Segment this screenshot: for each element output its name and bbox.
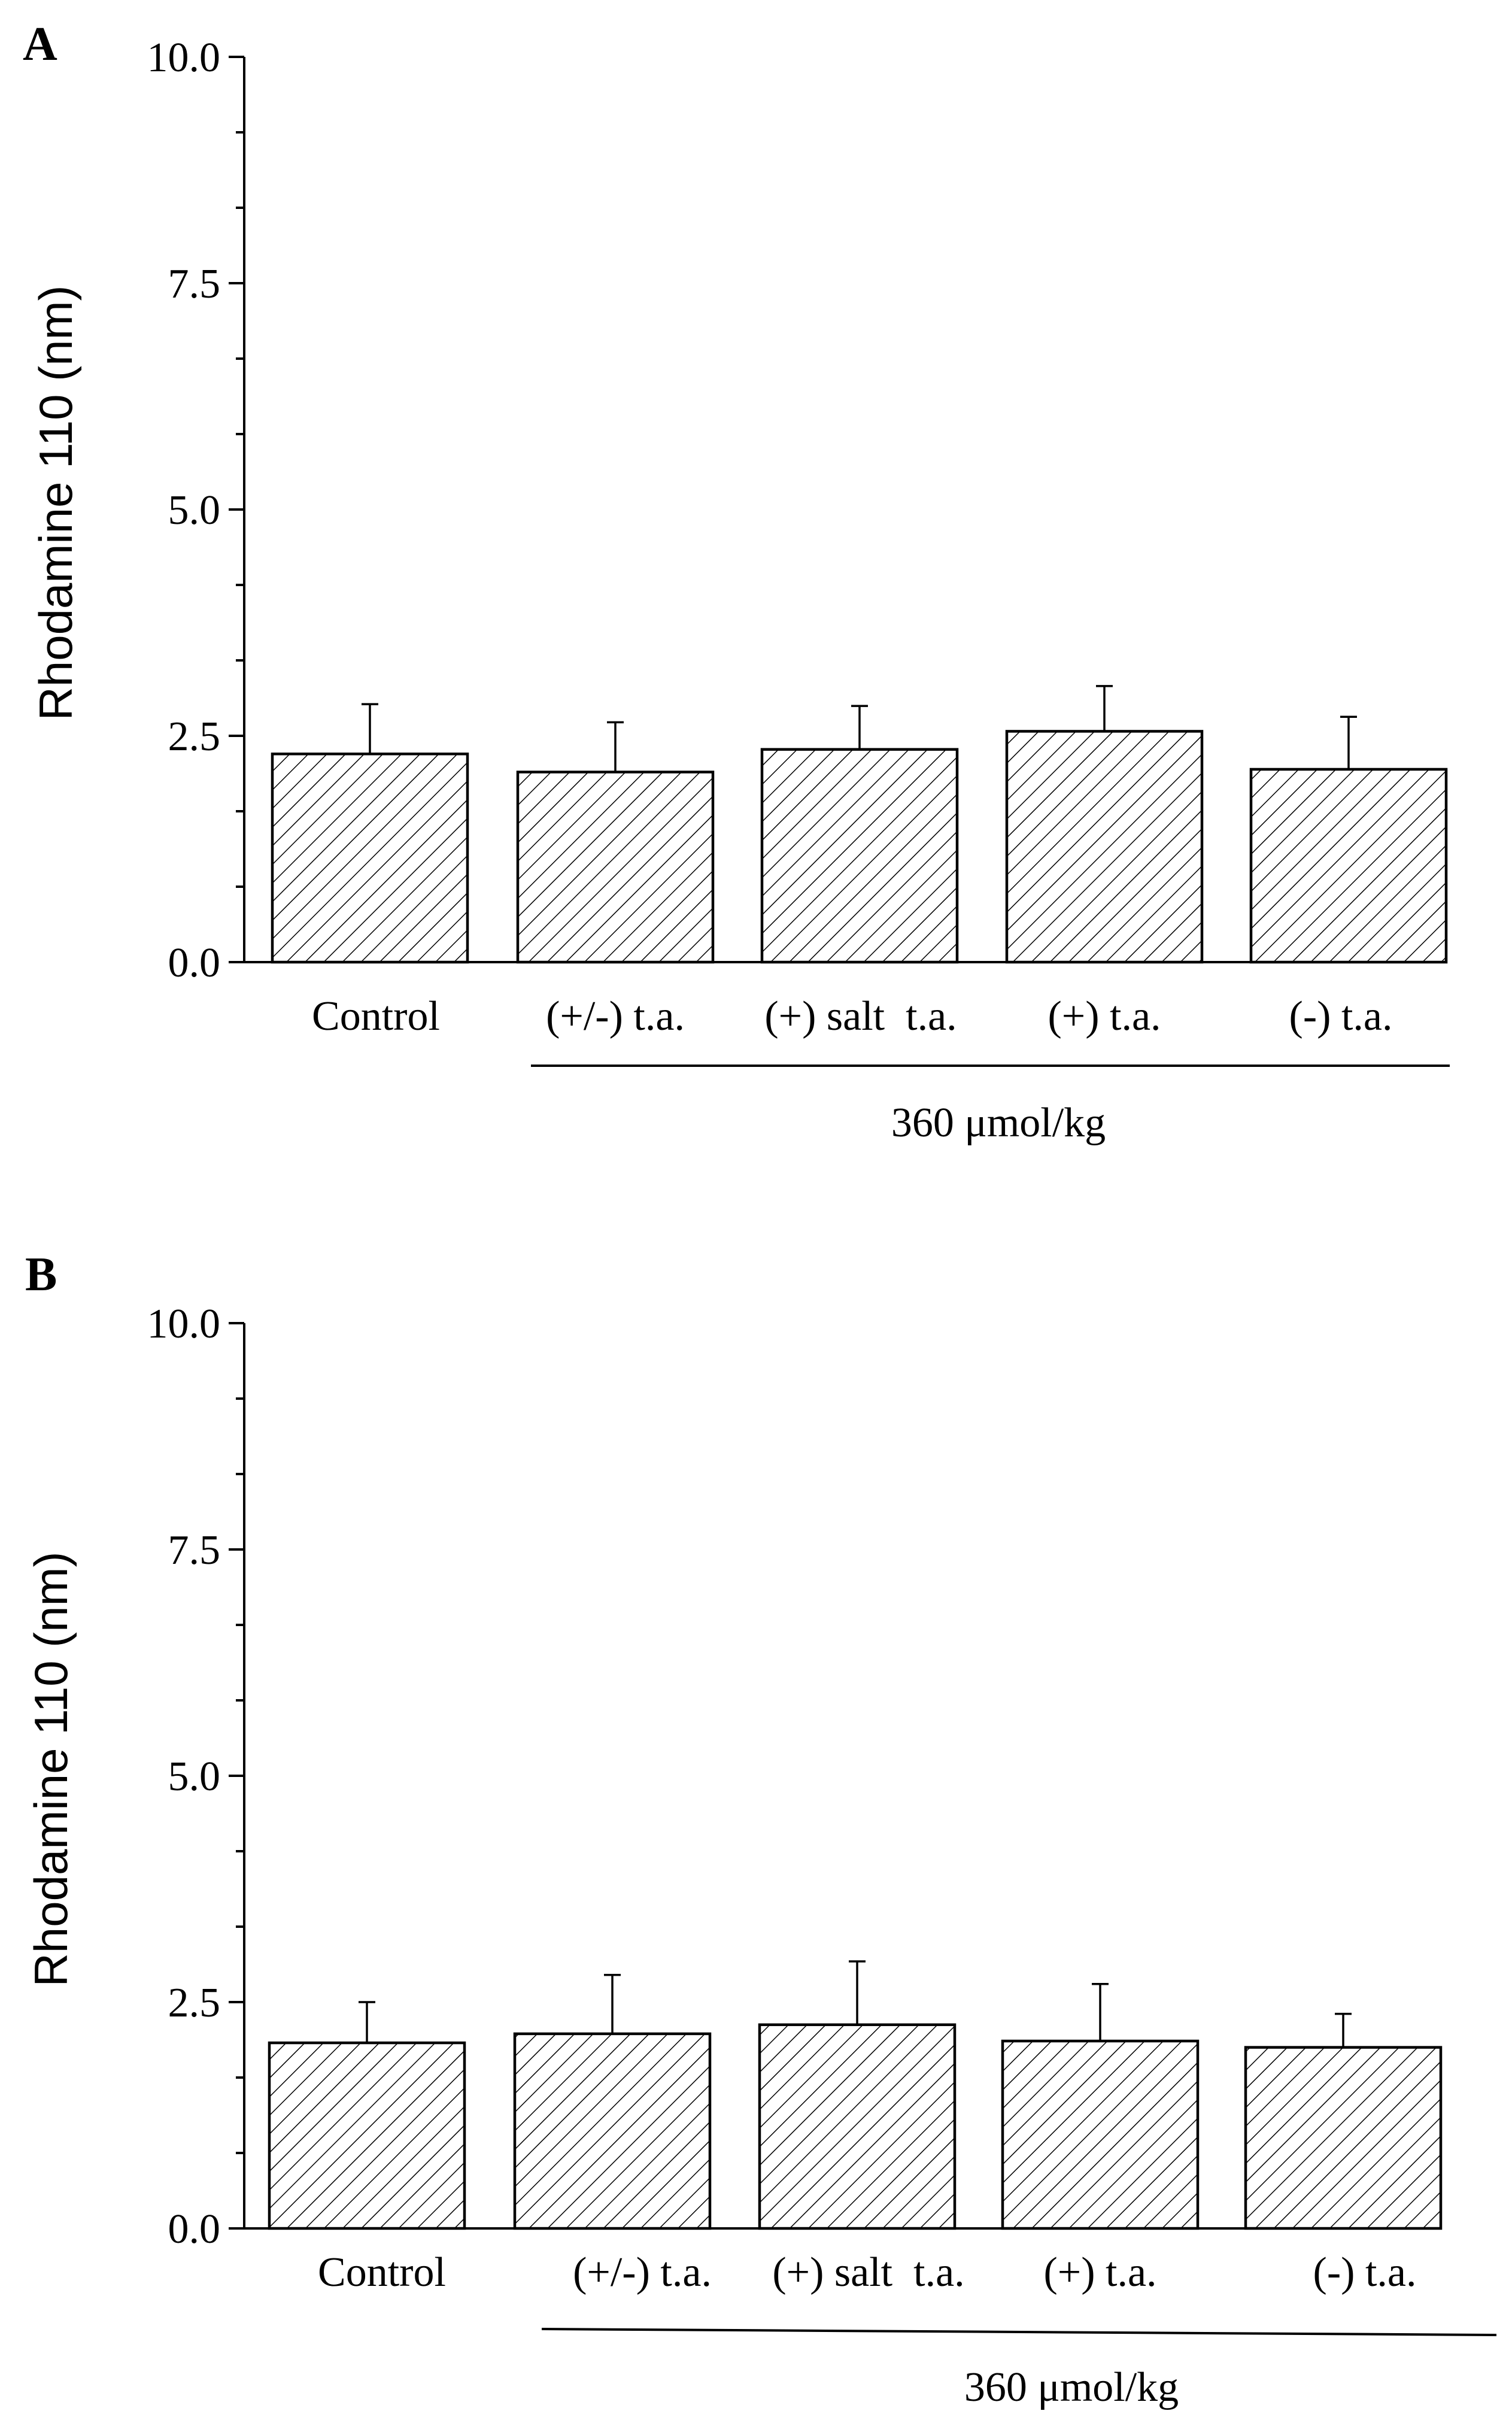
y-tick-label: 2.5: [168, 1980, 221, 2026]
y-tick-label: 0.0: [168, 940, 221, 986]
group-label-a: 360 μmol/kg: [891, 1100, 1106, 1146]
y-tick-label: 7.5: [168, 1527, 221, 1573]
category-label-5: (-) t.a.: [1289, 993, 1393, 1039]
category-label-3: (+) salt t.a.: [772, 2249, 964, 2295]
x-labels-a: Control (+/-) t.a. (+) salt t.a. (+) t.a. (-…: [312, 993, 1392, 1039]
category-label-2: (+/-) t.a.: [546, 993, 685, 1039]
bar-3: [758, 2023, 957, 2230]
y-tick-label: 10.0: [147, 35, 221, 81]
category-label-4: (+) t.a.: [1043, 2249, 1156, 2295]
panel-letter-b: B: [25, 1248, 57, 1301]
y-tick-label: 2.5: [168, 714, 221, 760]
category-label-4: (+) t.a.: [1048, 993, 1161, 1039]
category-label-1: Control: [318, 2249, 446, 2295]
category-label-1: Control: [312, 993, 440, 1039]
panel-a: A Rhodamine 110 (nm) 0.0 2.5 5.0 7.5 10.0 Co…: [23, 18, 1450, 1146]
bar-3: [760, 748, 959, 964]
category-label-3: (+) salt t.a.: [764, 993, 957, 1039]
bar-2: [516, 771, 715, 964]
bar-5: [1244, 2046, 1443, 2230]
y-tick-label: 5.0: [168, 487, 221, 533]
group-bracket-b: [541, 2328, 1497, 2336]
bar-5: [1249, 768, 1448, 964]
group-label-b: 360 μmol/kg: [964, 2364, 1179, 2410]
y-axis-title-a: Rhodamine 110 (nm): [29, 286, 82, 721]
bars-b: [268, 1960, 1443, 2230]
y-tick-label: 5.0: [168, 1754, 221, 1800]
x-labels-b: Control (+/-) t.a. (+) salt t.a. (+) t.a. (-…: [318, 2249, 1416, 2295]
bar-4: [1005, 730, 1204, 964]
category-label-5: (-) t.a.: [1313, 2249, 1417, 2295]
bars-a: [271, 685, 1448, 964]
panel-b: B Rhodamine 110 (nm) 0.0 2.5 5.0 7.5 10.0 Co…: [25, 1248, 1497, 2410]
y-axis-title-b: Rhodamine 110 (nm): [25, 1552, 77, 1987]
bar-2: [513, 2032, 712, 2230]
category-label-2: (+/-) t.a.: [573, 2249, 712, 2295]
y-tick-label: 7.5: [168, 261, 221, 307]
y-tick-label: 10.0: [147, 1301, 221, 1347]
bar-4: [1001, 2039, 1200, 2230]
panel-letter-a: A: [23, 18, 57, 71]
y-tick-label: 0.0: [168, 2206, 221, 2252]
bar-1: [271, 752, 469, 964]
bar-1: [268, 2041, 466, 2230]
